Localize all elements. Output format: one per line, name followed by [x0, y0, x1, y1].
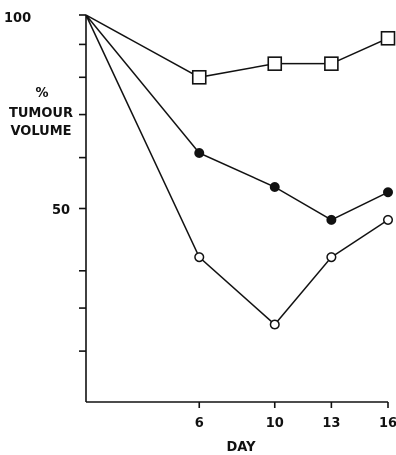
series-3 — [85, 14, 394, 330]
series-3-point-16 — [382, 214, 394, 225]
series-3-point-6 — [194, 252, 205, 263]
y-tick-label-100: 100 — [4, 11, 31, 26]
x-ticks — [198, 402, 389, 408]
series-2-point-13 — [326, 214, 337, 225]
series-1-point-13 — [324, 56, 339, 71]
series-2-point-6 — [194, 147, 205, 158]
series-3-point-13 — [326, 252, 337, 263]
series-1 — [85, 14, 396, 85]
y-ticks — [79, 14, 86, 352]
y-tick-label-50: 50 — [52, 203, 70, 218]
series-1-line — [85, 14, 389, 79]
series-3-point-10 — [269, 319, 280, 330]
series-2 — [85, 14, 393, 225]
y-axis-label-line-3: VOLUME — [10, 124, 71, 139]
y-axis-label-line-2: TUMOUR — [9, 106, 73, 121]
series-1-point-6 — [191, 69, 207, 85]
y-axis-label-line-1: % — [35, 86, 48, 101]
series-2-line — [85, 14, 389, 221]
axes — [85, 15, 388, 403]
x-tick-label-16: 16 — [379, 416, 396, 431]
series-1-point-10 — [267, 56, 283, 71]
series-layer — [85, 14, 396, 330]
series-2-point-10 — [269, 182, 280, 193]
x-tick-label-13: 13 — [322, 416, 340, 431]
x-axis-label: DAY — [226, 440, 256, 455]
series-1-point-16 — [380, 30, 396, 46]
x-tick-label-6: 6 — [195, 416, 204, 431]
series-2-point-16 — [383, 187, 393, 198]
text-layer: % TUMOUR VOLUME DAY 100 50 6 10 13 16 — [4, 11, 396, 455]
x-tick-label-10: 10 — [266, 416, 284, 431]
